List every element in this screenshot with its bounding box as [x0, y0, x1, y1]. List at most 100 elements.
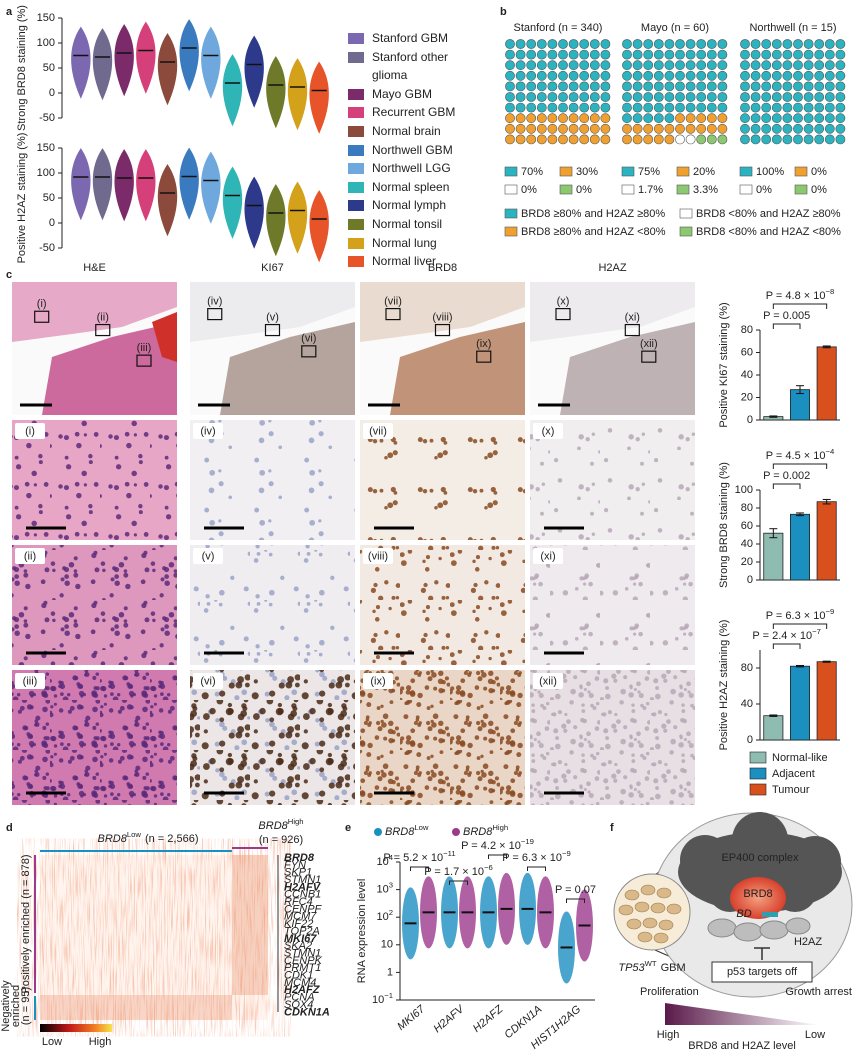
- waffle-dot: [664, 102, 675, 113]
- legend-dot: [374, 828, 382, 836]
- waffle-dot: [515, 70, 526, 81]
- waffle-dot: [793, 92, 803, 102]
- y-axis-label: RNA expression level: [356, 879, 368, 984]
- waffle-dot: [835, 39, 846, 49]
- waffle-dot: [632, 92, 643, 102]
- waffle-dot: [793, 81, 803, 92]
- waffle-dot: [653, 123, 664, 134]
- waffle-dot: [761, 49, 772, 60]
- gene-label: SOX4: [284, 999, 313, 1011]
- group-label: BRD8High: [258, 817, 303, 832]
- waffle-dot: [600, 102, 611, 113]
- gene-label: PCNA: [284, 992, 315, 1004]
- row-label: Positively enriched (n = 878): [20, 854, 32, 993]
- legend-swatch: [749, 751, 767, 764]
- waffle-dot: [824, 60, 835, 71]
- bar: [763, 715, 784, 741]
- waffle-dot: [761, 39, 772, 49]
- waffle-dot: [824, 39, 835, 49]
- waffle-dot: [740, 134, 750, 145]
- y-tick-label: 0: [747, 574, 753, 586]
- waffle-dot: [600, 123, 611, 134]
- value-label: 1.7%: [638, 184, 663, 196]
- waffle-dot: [622, 70, 632, 81]
- waffle-dot: [579, 39, 590, 49]
- label-bg: [533, 673, 563, 689]
- waffle-dot: [706, 60, 717, 71]
- waffle-dot: [558, 39, 568, 49]
- value-label: 3.3%: [693, 184, 718, 196]
- waffle-dot: [793, 49, 803, 60]
- waffle-dot: [696, 134, 707, 145]
- waffle-dot: [653, 134, 664, 145]
- waffle-dot: [740, 113, 750, 124]
- waffle-dot: [505, 102, 515, 113]
- swatch: [676, 184, 690, 195]
- waffle-dot: [622, 60, 632, 71]
- waffle-dot: [803, 102, 814, 113]
- waffle-dot: [643, 92, 654, 102]
- waffle-dot: [632, 134, 643, 145]
- tissue: [12, 282, 177, 342]
- waffle-title: Northwell (n = 15): [749, 22, 836, 34]
- column-header: BRD8: [428, 262, 457, 274]
- panel-label: e: [345, 822, 351, 834]
- violin: [309, 61, 329, 134]
- bracket: [772, 483, 801, 489]
- waffle-dot: [536, 92, 547, 102]
- waffle-dot: [750, 81, 761, 92]
- p-value-part: P = 0.002: [763, 470, 810, 482]
- violin: [92, 148, 113, 221]
- waffle-dot: [803, 81, 814, 92]
- micrograph: [12, 545, 177, 665]
- waffle-dot: [782, 81, 793, 92]
- waffle-dot: [771, 134, 782, 145]
- bar: [790, 389, 811, 421]
- waffle-dot: [505, 113, 515, 124]
- waffle-dot: [740, 123, 750, 134]
- y-tick-label-part: −1: [384, 991, 393, 1000]
- waffle-dot: [632, 49, 643, 60]
- waffle-dot: [793, 60, 803, 71]
- region-box: [136, 354, 152, 367]
- waffle-dot: [653, 92, 664, 102]
- micrograph: [530, 545, 695, 665]
- p-value: P = 4.5 × 10−4: [766, 447, 835, 462]
- gene-label: KIF22: [284, 918, 313, 930]
- waffle-dot: [579, 134, 590, 145]
- waffle-dot: [536, 60, 547, 71]
- waffle-dot: [706, 92, 717, 102]
- waffle-dot: [750, 102, 761, 113]
- waffle-dot: [814, 70, 825, 81]
- waffle-dot: [664, 70, 675, 81]
- waffle-dot: [547, 81, 558, 92]
- gene-label: CDKN1A: [284, 1006, 330, 1018]
- legend-label: BRD8 ≥80% and H2AZ <80%: [521, 226, 666, 238]
- waffle-dot: [793, 113, 803, 124]
- waffle-dot: [568, 70, 579, 81]
- waffle-dot: [579, 49, 590, 60]
- waffle-dot: [782, 49, 793, 60]
- legend-label-part: High: [492, 823, 508, 832]
- violin: [179, 147, 199, 220]
- waffle-dot: [526, 49, 537, 60]
- legend-item: Mayo GBM: [348, 85, 476, 104]
- tumour-label: TP53WT GBM: [618, 959, 685, 974]
- waffle-dot: [568, 39, 579, 49]
- y-tick-label: 103: [376, 880, 393, 895]
- y-tick-label-part: 10: [376, 856, 388, 868]
- legend-label: Adjacent: [772, 768, 815, 780]
- waffle-dot: [717, 81, 728, 92]
- waffle-dot: [717, 123, 728, 134]
- waffle-dot: [685, 39, 696, 49]
- waffle-dot: [600, 81, 611, 92]
- legend-swatch: [348, 163, 364, 175]
- waffle-dot: [771, 92, 782, 102]
- waffle-dot: [803, 123, 814, 134]
- panel-label: c: [6, 269, 12, 281]
- waffle-dot: [750, 60, 761, 71]
- y-tick-label: 50: [43, 192, 55, 204]
- y-tick-label: 150: [37, 12, 55, 24]
- waffle-dot: [653, 39, 664, 49]
- violin: [309, 190, 329, 263]
